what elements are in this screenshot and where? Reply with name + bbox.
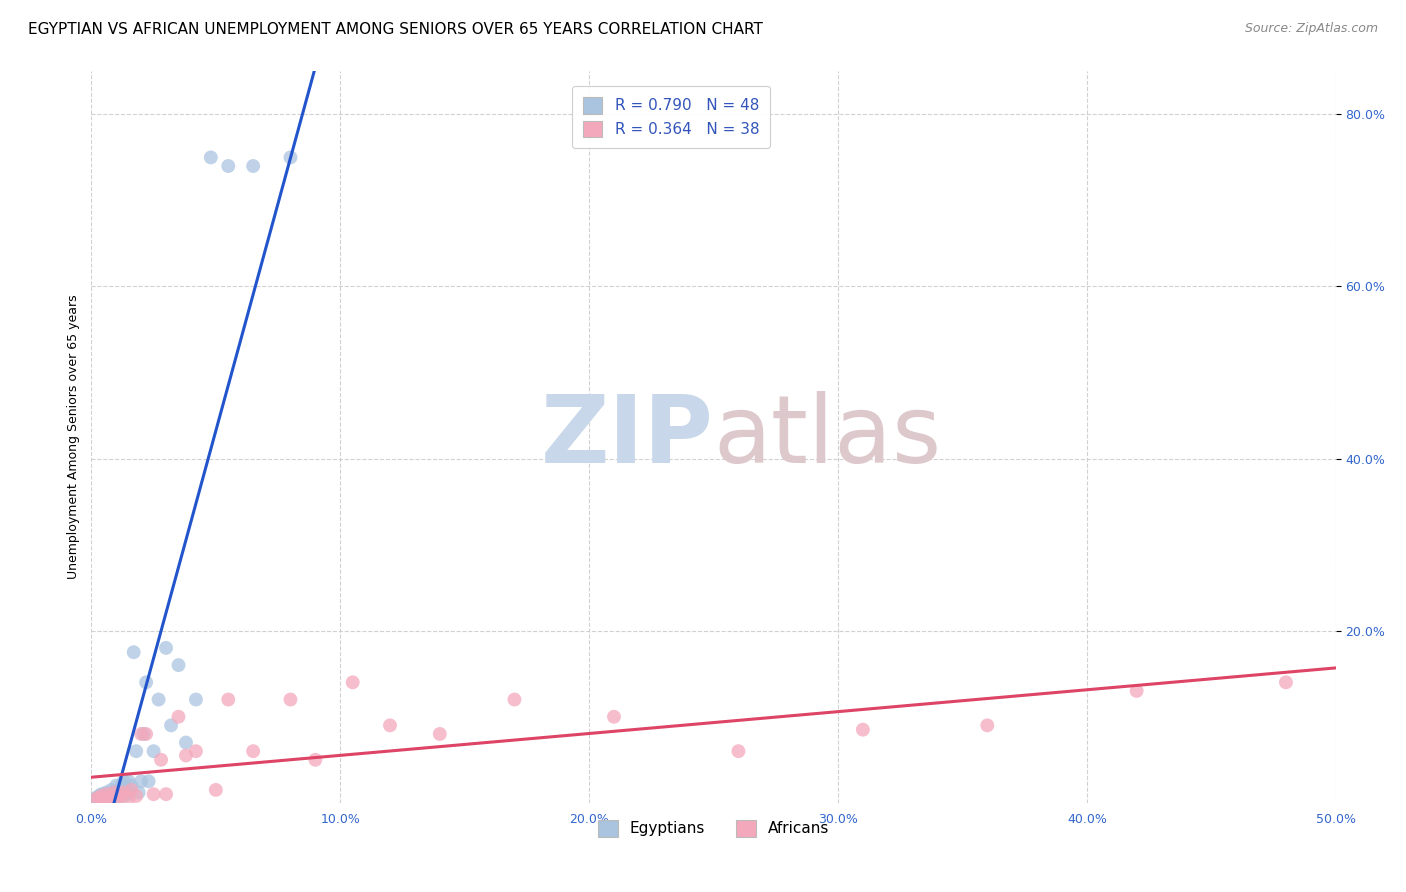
Point (97, 791, 120, 805)
Point (110, 787, 132, 801)
Point (87, 791, 110, 805)
Point (86, 791, 108, 805)
Point (96, 791, 118, 805)
Point (87, 791, 110, 805)
Point (205, 783, 228, 797)
Point (132, 727, 155, 741)
Point (105, 791, 128, 805)
Point (148, 692, 170, 706)
Point (97, 789, 120, 803)
Point (120, 783, 142, 797)
Point (115, 783, 138, 797)
Point (118, 787, 141, 801)
Point (727, 744, 749, 758)
Point (110, 789, 132, 803)
Point (105, 791, 128, 805)
Point (142, 787, 165, 801)
Point (103, 785, 125, 799)
Point (174, 735, 197, 749)
Point (107, 789, 129, 803)
Point (112, 774, 135, 789)
Point (118, 774, 141, 789)
Point (852, 723, 875, 737)
Point (242, 159, 264, 173)
Point (342, 675, 364, 690)
Text: atlas: atlas (713, 391, 942, 483)
Point (125, 789, 148, 803)
Point (160, 718, 183, 732)
Point (97, 791, 120, 805)
Point (1275, 675, 1298, 690)
Point (110, 779, 132, 793)
Point (378, 718, 401, 732)
Point (242, 744, 264, 758)
Point (217, 692, 239, 706)
Point (125, 744, 148, 758)
Point (603, 710, 626, 724)
Point (167, 658, 190, 673)
Point (976, 718, 998, 732)
Point (174, 748, 197, 763)
Point (135, 675, 157, 690)
Point (122, 645, 145, 659)
Point (120, 779, 142, 793)
Point (86, 791, 108, 805)
Point (138, 774, 160, 789)
Point (100, 791, 122, 805)
Point (503, 692, 526, 706)
Point (93, 787, 115, 801)
Point (96, 787, 118, 801)
Point (184, 692, 207, 706)
Point (96, 785, 118, 799)
Text: EGYPTIAN VS AFRICAN UNEMPLOYMENT AMONG SENIORS OVER 65 YEARS CORRELATION CHART: EGYPTIAN VS AFRICAN UNEMPLOYMENT AMONG S… (28, 22, 763, 37)
Point (100, 789, 122, 803)
Text: Source: ZipAtlas.com: Source: ZipAtlas.com (1244, 22, 1378, 36)
Legend: Egyptians, Africans: Egyptians, Africans (592, 814, 835, 843)
Point (304, 753, 326, 767)
Point (105, 779, 128, 793)
Point (118, 791, 141, 805)
Y-axis label: Unemployment Among Seniors over 65 years: Unemployment Among Seniors over 65 years (67, 294, 80, 580)
Point (184, 744, 207, 758)
Point (280, 692, 302, 706)
Point (129, 727, 152, 741)
Point (90, 789, 112, 803)
Point (129, 774, 152, 789)
Point (155, 640, 177, 655)
Point (217, 159, 239, 173)
Point (107, 787, 129, 801)
Point (90, 791, 112, 805)
Point (93, 791, 115, 805)
Point (107, 783, 129, 797)
Point (100, 787, 122, 801)
Point (1125, 684, 1147, 698)
Point (93, 791, 115, 805)
Point (100, 783, 122, 797)
Point (103, 785, 125, 799)
Point (429, 727, 451, 741)
Point (87, 789, 110, 803)
Point (112, 789, 135, 803)
Point (150, 753, 173, 767)
Point (167, 710, 190, 724)
Point (142, 744, 165, 758)
Point (105, 785, 128, 799)
Point (280, 150, 302, 164)
Point (155, 787, 177, 801)
Point (90, 787, 112, 801)
Point (103, 789, 125, 803)
Point (83, 791, 105, 805)
Point (112, 785, 135, 799)
Text: ZIP: ZIP (541, 391, 713, 483)
Point (128, 785, 150, 799)
Point (135, 727, 157, 741)
Point (200, 150, 222, 164)
